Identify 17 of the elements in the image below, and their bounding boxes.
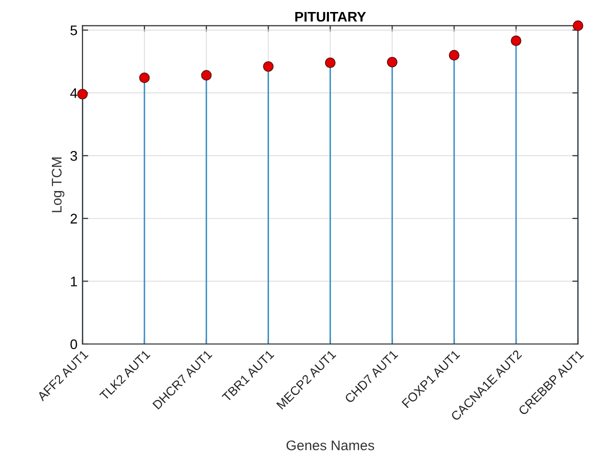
x-axis-title: Genes Names (286, 440, 374, 450)
y-tick-label: 2 (70, 214, 77, 224)
y-tick-label: 5 (70, 26, 78, 36)
point (386, 56, 398, 68)
y-tick-label: 0 (70, 339, 78, 350)
point (510, 35, 522, 46)
y-tick-label: 1 (70, 276, 77, 286)
point (448, 50, 460, 60)
y-tick-label: 4 (70, 88, 78, 98)
y-axis-title: Log TCM (52, 158, 64, 212)
y-tick-label: 3 (70, 150, 78, 161)
point (324, 57, 336, 68)
point (201, 70, 212, 81)
chart-title: PITUITARY (295, 12, 366, 22)
point (263, 61, 274, 72)
point (139, 72, 150, 84)
point (77, 88, 88, 100)
